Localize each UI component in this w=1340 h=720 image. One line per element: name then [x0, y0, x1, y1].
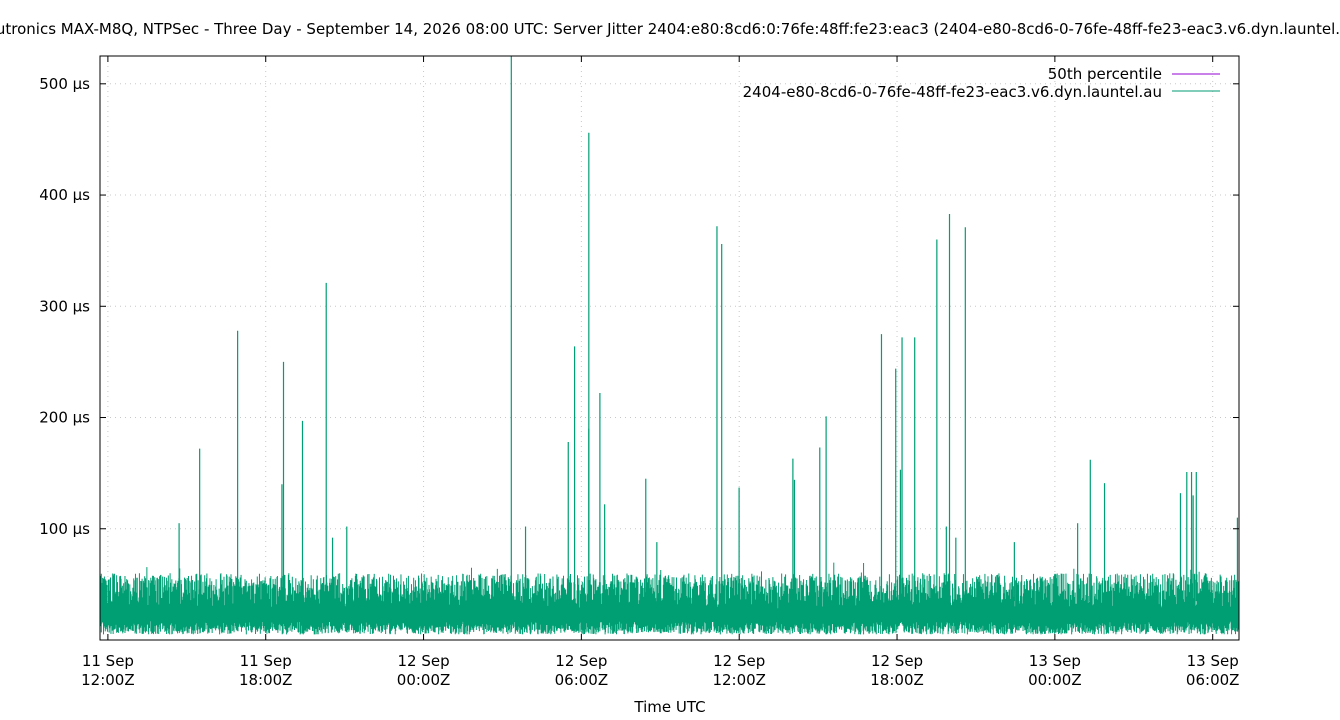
x-tick-label-date: 11 Sep [240, 652, 292, 670]
x-tick-label-date: 12 Sep [713, 652, 765, 670]
x-tick-label-time: 12:00Z [81, 671, 135, 689]
legend: 50th percentile 2404-e80-8cd6-0-76fe-48f… [743, 65, 1220, 101]
chart-title: Uputronics MAX-M8Q, NTPSec - Three Day -… [0, 20, 1340, 38]
x-tick-label-time: 18:00Z [870, 671, 924, 689]
x-tick-label-date: 12 Sep [397, 652, 449, 670]
x-tick-label-date: 13 Sep [1187, 652, 1239, 670]
x-tick-label-time: 12:00Z [712, 671, 766, 689]
y-tick-label: 100 µs [39, 520, 90, 538]
x-tick-label-date: 11 Sep [82, 652, 134, 670]
y-tick-label: 200 µs [39, 409, 90, 427]
x-tick-label-time: 18:00Z [239, 671, 293, 689]
y-tick-label: 300 µs [39, 297, 90, 315]
plot-frame [99, 55, 1240, 641]
y-tick-label: 400 µs [39, 186, 90, 204]
series-plot [99, 56, 1240, 635]
x-tick-label-time: 00:00Z [397, 671, 451, 689]
x-axis-label: Time UTC [633, 698, 705, 716]
x-tick-label-date: 12 Sep [555, 652, 607, 670]
y-tick-label: 500 µs [39, 75, 90, 93]
x-tick-label-time: 06:00Z [555, 671, 609, 689]
x-tick-label-date: 13 Sep [1029, 652, 1081, 670]
x-tick-label-time: 06:00Z [1186, 671, 1240, 689]
x-tick-label-date: 12 Sep [871, 652, 923, 670]
server-jitter-baseline [99, 562, 1240, 635]
legend-label-server: 2404-e80-8cd6-0-76fe-48ff-fe23-eac3.v6.d… [743, 83, 1162, 101]
x-tick-label-time: 00:00Z [1028, 671, 1082, 689]
legend-label-median: 50th percentile [1048, 65, 1162, 83]
grid-lines [100, 56, 1239, 640]
